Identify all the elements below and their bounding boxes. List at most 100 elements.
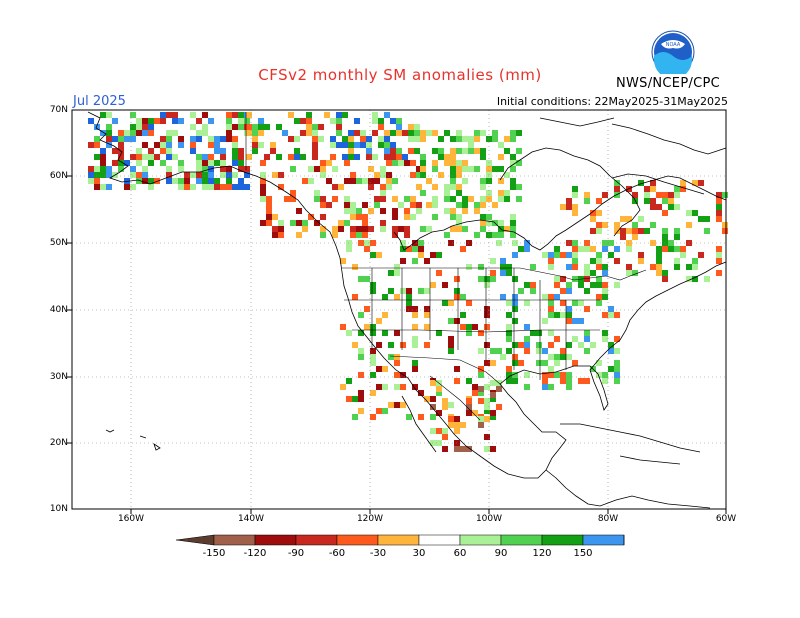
- anomaly-cell: [260, 178, 266, 184]
- anomaly-cell: [662, 198, 668, 204]
- anomaly-cell: [524, 300, 530, 306]
- anomaly-cell: [430, 380, 436, 386]
- anomaly-cell: [484, 404, 490, 410]
- anomaly-cell: [472, 410, 478, 416]
- anomaly-cell: [490, 446, 496, 452]
- anomaly-cell: [448, 422, 454, 428]
- anomaly-cell: [88, 142, 94, 148]
- anomaly-cell: [208, 154, 214, 160]
- anomaly-cell: [326, 160, 332, 166]
- anomaly-cell: [392, 196, 398, 202]
- anomaly-cell: [442, 398, 448, 404]
- anomaly-cell: [172, 130, 178, 136]
- lat-label-70n: 70N: [49, 105, 68, 115]
- anomaly-cell: [412, 360, 418, 366]
- anomaly-cell: [344, 202, 350, 208]
- anomaly-cell: [498, 220, 504, 226]
- anomaly-cell: [506, 300, 512, 306]
- anomaly-cell: [560, 204, 566, 210]
- anomaly-cell: [686, 222, 692, 228]
- anomaly-cell: [474, 130, 480, 136]
- anomaly-cell: [468, 196, 474, 202]
- anomaly-cell: [412, 336, 418, 342]
- anomaly-cell: [358, 276, 364, 282]
- anomaly-cell: [278, 184, 284, 190]
- lon-label-120w: 120W: [356, 514, 384, 524]
- anomaly-cell: [596, 300, 602, 306]
- lon-label-160w: 160W: [117, 514, 145, 524]
- anomaly-cell: [516, 130, 522, 136]
- anomaly-cell: [424, 324, 430, 330]
- anomaly-cell: [602, 372, 608, 378]
- anomaly-cell: [614, 372, 620, 378]
- anomaly-cell: [432, 214, 438, 220]
- anomaly-cell: [454, 422, 460, 428]
- anomaly-cell: [196, 172, 202, 178]
- anomaly-cell: [572, 360, 578, 366]
- anomaly-cell: [484, 282, 490, 288]
- anomaly-cell: [190, 184, 196, 190]
- anomaly-cell: [358, 390, 364, 396]
- anomaly-cell: [382, 330, 388, 336]
- anomaly-cell: [608, 306, 614, 312]
- anomaly-cell: [148, 160, 154, 166]
- anomaly-cell: [632, 198, 638, 204]
- anomaly-cell: [106, 172, 112, 178]
- anomaly-cell: [330, 142, 336, 148]
- anomaly-cell: [542, 378, 548, 384]
- anomaly-cell: [246, 112, 252, 118]
- coastlines: [87, 111, 727, 509]
- anomaly-cell: [106, 136, 112, 142]
- anomaly-cell: [518, 246, 524, 252]
- anomaly-cell: [394, 264, 400, 270]
- anomaly-cell: [480, 184, 486, 190]
- anomaly-cell: [620, 216, 626, 222]
- anomaly-cell: [378, 136, 384, 142]
- anomaly-cell: [418, 246, 424, 252]
- colorbar-label: -60: [328, 548, 346, 559]
- anomaly-cell: [100, 154, 106, 160]
- anomaly-cell: [136, 160, 142, 166]
- anomaly-cell: [390, 118, 396, 124]
- anomaly-cell: [166, 130, 172, 136]
- anomaly-cell: [366, 148, 372, 154]
- anomaly-cell: [100, 184, 106, 190]
- anomaly-cell: [364, 324, 370, 330]
- anomaly-cell: [130, 124, 136, 130]
- anomaly-cell: [602, 336, 608, 342]
- anomaly-cell: [626, 228, 632, 234]
- anomaly-cell: [106, 112, 112, 118]
- anomaly-cell: [500, 258, 506, 264]
- anomaly-cell: [448, 348, 454, 354]
- anomaly-cell: [100, 160, 106, 166]
- anomaly-cell: [516, 184, 522, 190]
- anomaly-cell: [692, 210, 698, 216]
- anomaly-cell: [548, 294, 554, 300]
- anomaly-cell: [226, 184, 232, 190]
- anomaly-cell: [208, 142, 214, 148]
- anomaly-cell: [554, 360, 560, 366]
- anomaly-cell: [460, 446, 466, 452]
- anomaly-cell: [674, 192, 680, 198]
- anomaly-cell: [420, 160, 426, 166]
- anomaly-cell: [638, 216, 644, 222]
- anomaly-cell: [656, 252, 662, 258]
- anomaly-cell: [560, 372, 566, 378]
- anomaly-cell: [454, 366, 460, 372]
- anomaly-cell: [364, 240, 370, 246]
- anomaly-cell: [406, 300, 412, 306]
- anomaly-cell: [232, 184, 238, 190]
- anomaly-cell: [450, 184, 456, 190]
- anomaly-cell: [372, 130, 378, 136]
- anomaly-cell: [554, 336, 560, 342]
- anomaly-cell: [300, 154, 306, 160]
- anomaly-cell: [512, 306, 518, 312]
- noaa-logo-icon: NOAA: [651, 30, 695, 74]
- lat-label-40n: 40N: [49, 305, 68, 315]
- anomaly-cell: [512, 318, 518, 324]
- anomaly-cell: [484, 384, 490, 390]
- anomaly-cell: [384, 154, 390, 160]
- anomaly-cell: [260, 184, 266, 190]
- anomaly-cell: [554, 294, 560, 300]
- colorbar-swatch: [582, 534, 625, 546]
